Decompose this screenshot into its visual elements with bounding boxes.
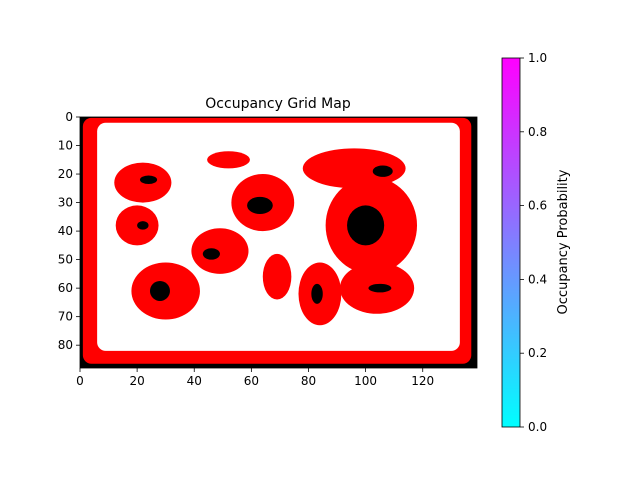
obstacle-inflation — [207, 151, 250, 169]
x-tick-label: 100 — [354, 374, 377, 388]
obstacle-inflation — [115, 205, 159, 246]
colorbar-tick-label: 0.2 — [528, 346, 547, 360]
obstacle-core — [137, 221, 149, 230]
obstacle-6 — [131, 262, 200, 320]
x-tick-label: 60 — [244, 374, 259, 388]
obstacle-8 — [325, 176, 418, 274]
chart-title: Occupancy Grid Map — [205, 96, 351, 112]
colorbar-tick-label: 0.0 — [528, 420, 547, 434]
colorbar: 0.0 0.2 0.4 0.6 0.8 1.0 Occupancy Probability — [501, 51, 571, 434]
obstacle-1 — [114, 162, 172, 203]
colorbar-tick-label: 0.6 — [528, 199, 547, 213]
obstacle-core — [347, 205, 385, 246]
obstacle-core — [139, 175, 158, 185]
obstacle-5 — [191, 228, 249, 274]
obstacle-2 — [207, 151, 250, 169]
y-tick-label: 60 — [58, 281, 73, 295]
x-tick-label: 80 — [301, 374, 316, 388]
obstacle-3 — [231, 174, 295, 232]
colorbar-gradient — [501, 57, 521, 428]
x-tick-label: 120 — [411, 374, 434, 388]
x-tick-label: 0 — [76, 374, 84, 388]
x-tick-label: 40 — [187, 374, 202, 388]
plot-frame — [79, 116, 478, 369]
obstacle-7 — [262, 253, 292, 300]
obstacle-core — [311, 283, 323, 304]
obstacle-core — [149, 281, 170, 301]
y-tick-label: 20 — [58, 167, 73, 181]
colorbar-label: Occupancy Probability — [556, 169, 571, 314]
obstacle-core — [372, 165, 393, 177]
y-tick-label: 40 — [58, 224, 73, 238]
heatmap-area — [80, 117, 477, 368]
obstacle-inflation — [262, 253, 292, 300]
obstacle-9 — [302, 148, 406, 189]
y-axis: 0 10 20 30 40 50 60 70 80 — [58, 110, 80, 352]
colorbar-tick-label: 0.4 — [528, 272, 547, 286]
colorbar-tick-label: 1.0 — [528, 51, 547, 65]
obstacle-inflation — [302, 148, 406, 189]
obstacle-core — [368, 283, 392, 293]
y-tick-label: 80 — [58, 338, 73, 352]
y-tick-label: 0 — [65, 110, 73, 124]
obstacle-core — [247, 196, 273, 214]
colorbar-tick-label: 0.8 — [528, 125, 547, 139]
x-tick-label: 20 — [129, 374, 144, 388]
x-axis: 0 20 40 60 80 100 120 — [76, 368, 434, 388]
y-tick-label: 10 — [58, 139, 73, 153]
y-tick-label: 30 — [58, 196, 73, 210]
y-tick-label: 70 — [58, 310, 73, 324]
obstacle-4 — [115, 205, 159, 246]
obstacle-10 — [298, 262, 342, 326]
y-tick-label: 50 — [58, 253, 73, 267]
obstacle-core — [202, 248, 220, 260]
obstacle-inflation — [191, 228, 249, 274]
obstacle-11 — [339, 262, 415, 314]
